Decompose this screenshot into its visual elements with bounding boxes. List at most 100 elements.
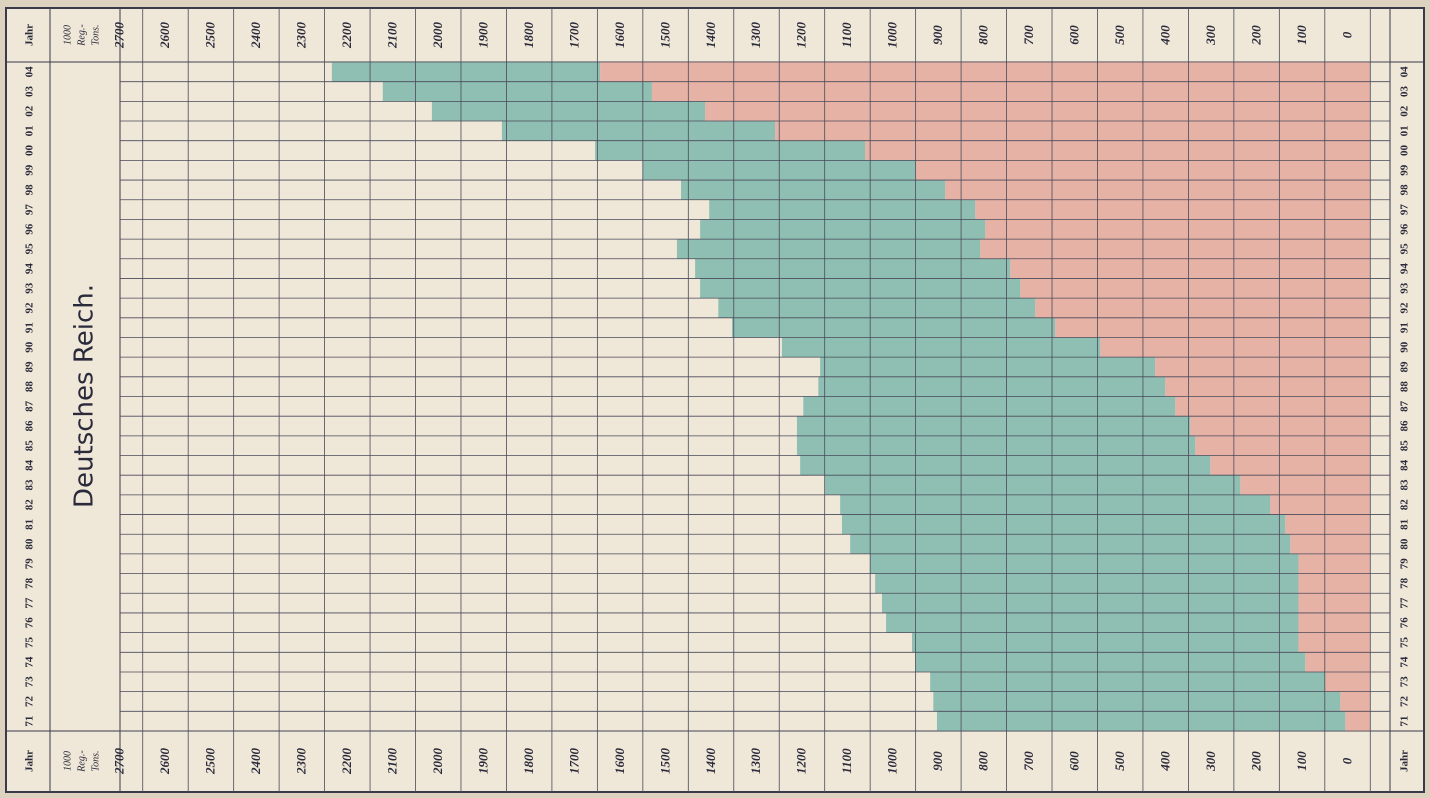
y-tick-label: 89 (1399, 361, 1411, 373)
x-tick-label: 1600 (612, 748, 627, 775)
y-tick-label: 71 (1399, 716, 1411, 727)
bar-segment (796, 416, 1191, 436)
y-tick-label: 01 (1399, 125, 1411, 136)
bar-segment (930, 671, 1326, 692)
bar-segment (1298, 593, 1371, 613)
bar-segment (1020, 278, 1371, 299)
y-tick-label: 73 (24, 676, 36, 688)
y-tick-label: 99 (24, 164, 36, 176)
unit-label: 1000 (62, 751, 73, 771)
bar-segment (1340, 691, 1371, 712)
bar-segment (676, 239, 981, 259)
x-tick-label: 400 (1157, 25, 1172, 46)
bar-segment (718, 298, 1036, 318)
y-tick-label: 77 (24, 597, 36, 609)
y-tick-label: 93 (1399, 282, 1411, 294)
x-tick-label: 2600 (157, 22, 172, 50)
y-tick-label: 04 (24, 66, 36, 78)
x-tick-label: 400 (1157, 751, 1172, 772)
unit-label: Reg.- (76, 750, 87, 772)
x-tick-label: 1500 (657, 748, 672, 775)
x-tick-label: 2400 (248, 748, 263, 776)
bar-segment (820, 357, 1156, 377)
bar-segment (709, 199, 976, 220)
y-tick-label: 90 (24, 341, 36, 353)
year-header: Jahr (24, 750, 36, 772)
bar-segment (600, 62, 1371, 82)
x-tick-label: 1800 (521, 748, 536, 775)
y-tick-label: 72 (24, 695, 36, 707)
y-tick-label: 75 (24, 636, 36, 648)
bar-segment (1285, 514, 1371, 535)
bar-segment (1305, 652, 1371, 672)
bar-segment (1165, 376, 1371, 397)
bar-segment (945, 180, 1371, 200)
bar-segment (775, 121, 1371, 141)
x-tick-label: 2300 (294, 748, 309, 776)
x-tick-label: 1900 (475, 748, 490, 775)
bar-segment (1210, 455, 1371, 476)
y-tick-label: 82 (1399, 499, 1411, 511)
bar-segment (975, 199, 1371, 220)
x-tick-label: 600 (1066, 751, 1081, 771)
y-tick-label: 81 (1399, 519, 1411, 530)
y-tick-label: 83 (1399, 479, 1411, 491)
x-tick-label: 1700 (566, 748, 581, 775)
unit-label: 1000 (62, 25, 73, 45)
x-tick-label: 2200 (339, 22, 354, 50)
y-tick-label: 79 (24, 558, 36, 570)
x-tick-label: 1900 (475, 22, 490, 49)
bar-segment (870, 553, 1299, 574)
bar-segment (731, 317, 1056, 338)
y-tick-label: 88 (24, 381, 36, 393)
y-tick-label: 79 (1399, 558, 1411, 570)
bar-segment (1100, 337, 1371, 358)
x-tick-label: 2700 (112, 22, 127, 50)
y-tick-label: 98 (24, 184, 36, 196)
x-tick-label: 2700 (112, 748, 127, 776)
bar-segment (501, 121, 776, 141)
y-tick-label: 92 (24, 302, 36, 314)
y-tick-label: 03 (1399, 86, 1411, 98)
x-tick-label: 2000 (430, 22, 445, 50)
y-tick-label: 78 (24, 577, 36, 589)
bar-segment (915, 652, 1306, 672)
bar-segment (1010, 258, 1371, 279)
x-tick-label: 1100 (839, 22, 854, 48)
bar-segment (1290, 534, 1371, 554)
y-tick-label: 84 (24, 459, 36, 471)
bar-segment (1175, 396, 1371, 417)
x-tick-label: 200 (1248, 25, 1263, 46)
x-tick-label: 100 (1294, 751, 1309, 771)
bar-segment (803, 396, 1176, 417)
bar-segment (651, 81, 1371, 102)
y-tick-label: 95 (24, 243, 36, 255)
chart-title: Deutsches Reich. (70, 284, 100, 508)
y-tick-label: 80 (1399, 538, 1411, 550)
bar-segment (840, 494, 1271, 515)
y-tick-label: 85 (1399, 440, 1411, 452)
bar-segment (850, 534, 1291, 554)
y-tick-label: 00 (1399, 145, 1411, 157)
x-tick-label: 500 (1112, 751, 1127, 771)
bar-segment (1345, 711, 1371, 731)
unit-label: Tons. (90, 750, 101, 771)
x-tick-label: 2500 (203, 748, 218, 776)
bar-segment (1055, 317, 1371, 338)
x-tick-label: 2100 (385, 22, 400, 50)
x-tick-label: 2100 (385, 748, 400, 776)
y-tick-label: 96 (24, 223, 36, 235)
y-tick-label: 03 (24, 86, 36, 98)
x-tick-label: 1000 (885, 22, 900, 49)
y-tick-label: 85 (24, 440, 36, 452)
bar-segment (800, 455, 1211, 476)
bar-segment (695, 258, 1011, 279)
y-tick-label: 01 (24, 125, 36, 136)
y-tick-label: 98 (1399, 184, 1411, 196)
bar-segment (1298, 573, 1371, 594)
x-tick-label: 2400 (248, 22, 263, 50)
x-tick-label: 1600 (612, 22, 627, 49)
y-tick-label: 77 (1399, 597, 1411, 609)
